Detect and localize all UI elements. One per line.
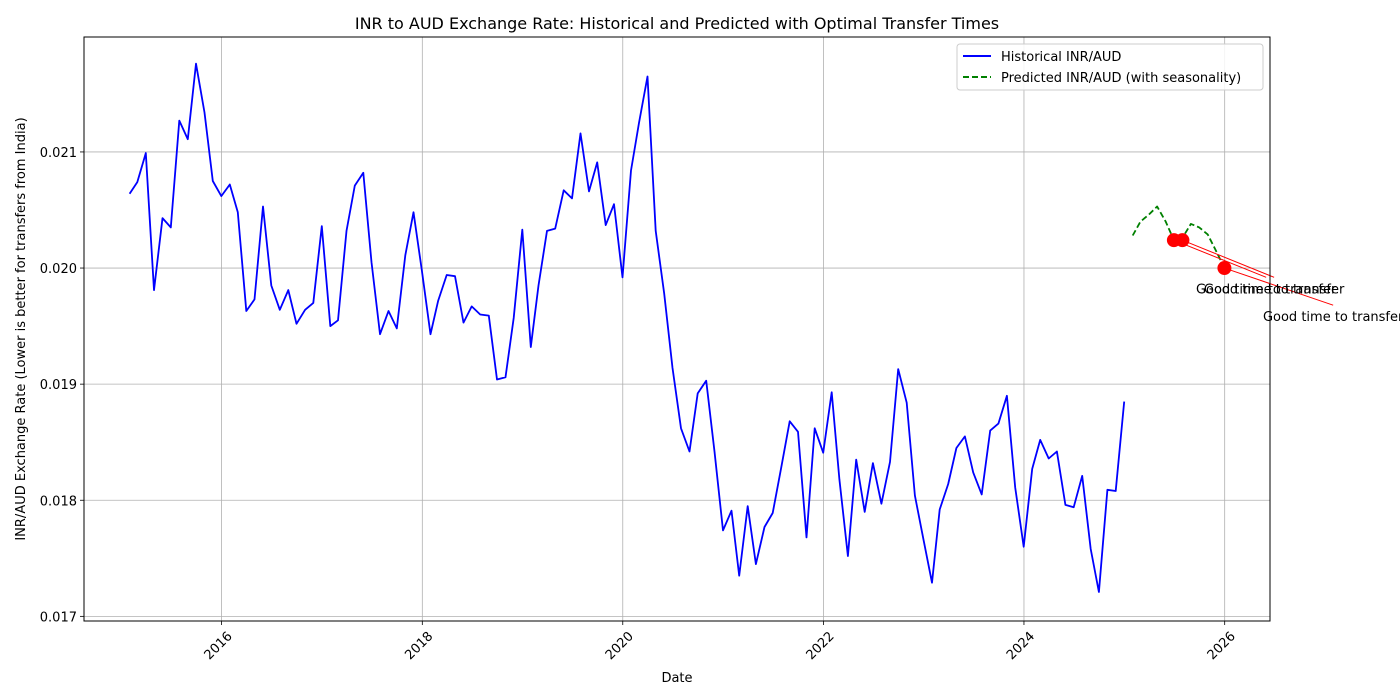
x-tick-label: 2022 [804,629,838,663]
optimal-transfer-marker [1217,261,1232,276]
annotation-arrow [1182,239,1275,278]
annotation-label: Good time to transfer [1196,282,1337,297]
annotation-label: Good time to transfer [1263,310,1400,325]
y-axis: 0.017 0.018 0.019 0.020 0.021 [40,146,84,625]
plot-lines [128,62,1226,593]
legend-label-historical: Historical INR/AUD [1001,50,1121,65]
x-axis: 2016 2018 2020 2022 2024 2026 [202,621,1239,663]
optimal-transfer-marker [1175,233,1190,248]
y-tick-label: 0.019 [40,378,77,393]
legend-label-predicted: Predicted INR/AUD (with seasonality) [1001,71,1241,86]
plot-frame [83,36,1271,622]
y-tick-label: 0.017 [40,610,77,625]
x-tick-label: 2026 [1205,629,1239,663]
annotation-label: Good time to transfer [1204,282,1345,297]
chart-title: INR to AUD Exchange Rate: Historical and… [355,14,999,33]
y-tick-label: 0.018 [40,494,77,509]
y-tick-label: 0.020 [40,262,77,277]
legend-box [956,43,1264,91]
x-axis-label: Date [661,671,692,686]
annotation-arrow [1224,267,1334,306]
gridlines [84,37,1270,621]
y-axis-label: INR/AUD Exchange Rate (Lower is better f… [14,117,29,540]
x-tick-label: 2024 [1004,629,1038,663]
y-tick-label: 0.021 [40,146,77,161]
x-tick-label: 2020 [603,629,637,663]
historical-series-line [128,62,1126,593]
x-tick-label: 2016 [202,629,236,663]
legend: Historical INR/AUD Predicted INR/AUD (wi… [956,43,1264,91]
x-tick-label: 2018 [402,629,436,663]
annotation-arrow [1173,239,1267,278]
